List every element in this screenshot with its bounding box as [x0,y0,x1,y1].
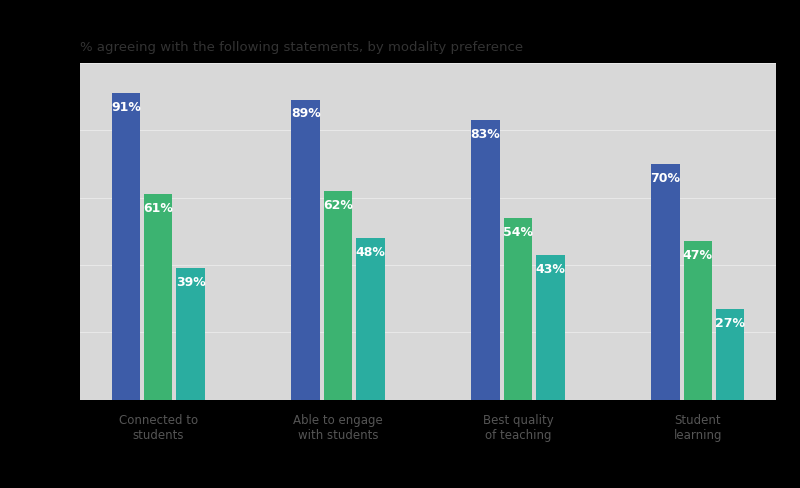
Text: % agreeing with the following statements, by modality preference: % agreeing with the following statements… [80,41,523,54]
Text: 62%: 62% [323,198,353,211]
Text: 91%: 91% [111,101,141,113]
Bar [356,239,385,400]
Bar [144,195,173,400]
Text: 27%: 27% [715,316,745,329]
Bar [651,164,680,400]
Text: 48%: 48% [355,245,386,258]
Bar [716,309,744,400]
Bar [112,94,140,400]
Text: 89%: 89% [291,107,321,120]
Bar [471,121,500,400]
Bar [176,269,205,400]
Bar [683,242,712,400]
Text: 83%: 83% [470,127,501,141]
Bar [504,218,532,400]
Text: 70%: 70% [650,171,680,184]
Text: 39%: 39% [176,276,206,288]
Bar [536,255,565,400]
Text: 43%: 43% [535,262,566,275]
Text: 47%: 47% [682,249,713,262]
Bar [291,101,320,400]
Text: 61%: 61% [143,202,173,214]
Bar [324,191,352,400]
Text: 54%: 54% [503,225,533,238]
